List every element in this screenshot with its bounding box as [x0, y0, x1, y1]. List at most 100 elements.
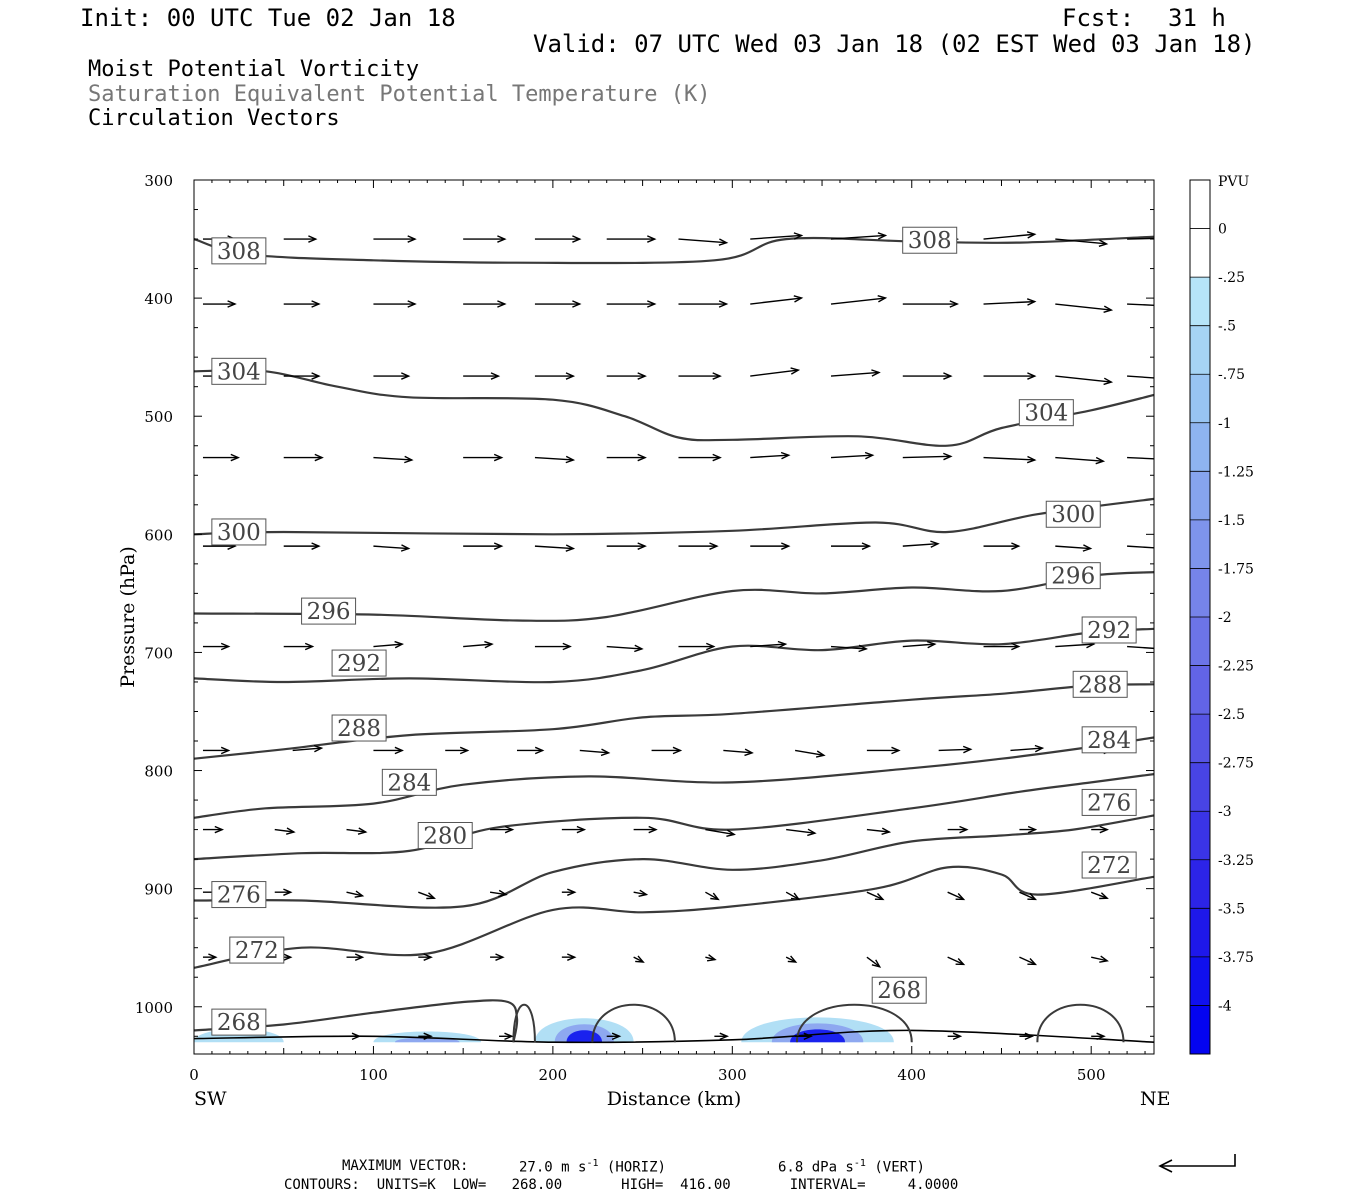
circulation-vector — [373, 372, 411, 380]
vector-head — [955, 893, 966, 901]
max-vertical-vector: 6.8 dPa s-1 (VERT) — [778, 1158, 925, 1176]
vector-head — [718, 238, 729, 246]
vector-shaft — [1055, 375, 1112, 383]
vector-shaft — [866, 956, 881, 968]
colorbar-swatch — [1190, 422, 1210, 472]
sw-end-label: SW — [194, 1088, 227, 1110]
isentrope-label-text: 268 — [877, 978, 921, 1004]
circulation-vector — [373, 300, 417, 308]
circulation-vector — [947, 825, 969, 834]
vector-head — [955, 958, 966, 966]
mpv-shading-layer — [194, 1017, 894, 1043]
vector-head — [1172, 376, 1180, 382]
vector-head — [220, 746, 231, 755]
circulation-vector — [283, 642, 315, 651]
circulation-vector — [830, 644, 868, 653]
circulation-vector — [866, 746, 901, 755]
vector-head — [1155, 645, 1163, 651]
colorbar-tick-label: -4 — [1218, 998, 1232, 1014]
circulation-vector — [516, 746, 545, 755]
vector-head — [354, 890, 365, 898]
vector-head — [484, 640, 494, 649]
x-tick-label: 100 — [359, 1066, 388, 1084]
circulation-vector — [346, 890, 365, 898]
circulation-vector — [490, 953, 505, 961]
isentrope-label-text: 284 — [387, 770, 431, 796]
circulation-vector — [274, 827, 296, 835]
vector-head — [572, 235, 582, 243]
colorbar-tick-label: -.75 — [1218, 367, 1245, 383]
field-title-theta-es: Saturation Equivalent Potential Temperat… — [88, 82, 711, 107]
circulation-vector — [785, 891, 801, 901]
vector-shaft — [705, 891, 719, 901]
circulation-vector — [418, 891, 436, 900]
vector-shaft — [947, 956, 964, 965]
vector-shaft — [795, 749, 825, 756]
vector-head — [1026, 455, 1037, 464]
vector-head — [647, 235, 657, 243]
vector-head — [781, 542, 791, 550]
isentrope-268 — [194, 999, 519, 1043]
vector-head — [490, 372, 501, 380]
y-tick-label: 500 — [144, 408, 173, 426]
circulation-vector — [346, 1032, 362, 1041]
vector-shaft — [463, 643, 493, 648]
y-tick-label: 900 — [144, 881, 173, 899]
isentrope-label-text: 276 — [217, 883, 261, 909]
circulation-vector — [651, 746, 683, 755]
isentrope-label-box — [1081, 616, 1137, 644]
isentrope-284 — [194, 736, 1154, 819]
vector-shaft — [579, 749, 609, 754]
vector-head — [790, 892, 801, 901]
vector-head — [572, 300, 582, 308]
vector-head — [877, 232, 888, 240]
y-tick-label: 400 — [144, 290, 173, 308]
vector-head — [498, 889, 508, 898]
vector-head — [407, 235, 417, 243]
vector-head — [227, 300, 237, 308]
circulation-vector — [786, 828, 817, 837]
colorbar-tick-label: -2.75 — [1218, 756, 1254, 772]
isentrope-268-cell — [512, 1003, 536, 1043]
isentrope-label: 268 — [871, 976, 927, 1004]
vector-head — [1011, 642, 1021, 651]
isentrope-label-box — [1045, 562, 1101, 590]
circulation-vector — [633, 825, 658, 834]
vector-shaft — [902, 455, 951, 459]
circulation-vector — [866, 891, 885, 901]
vector-shaft — [983, 456, 1035, 461]
isentrope-label-text: 272 — [1087, 853, 1131, 879]
circulation-vector — [830, 295, 888, 305]
vector-head — [311, 300, 321, 308]
vector-head — [672, 746, 683, 755]
vector-head — [726, 829, 736, 837]
vector-head — [394, 746, 404, 755]
isentrope-label: 292 — [331, 649, 387, 677]
vector-head — [357, 827, 368, 835]
circulation-vector — [705, 891, 720, 901]
isentrope-296 — [194, 571, 1154, 622]
vector-head — [780, 451, 791, 460]
circulation-vector — [373, 746, 404, 755]
circulation-vector — [534, 372, 576, 380]
circulation-vector — [274, 888, 293, 896]
vector-head — [1011, 542, 1021, 550]
circulation-vector — [830, 369, 881, 377]
vector-head — [638, 889, 649, 897]
isentrope-label: 300 — [1045, 500, 1101, 528]
circulation-vector — [292, 744, 324, 753]
isentrope-label: 284 — [1081, 726, 1137, 754]
circulation-vector — [1090, 891, 1109, 900]
vector-head — [891, 746, 901, 755]
vector-head — [404, 455, 414, 464]
colorbar-tick-label: -1.75 — [1218, 561, 1254, 577]
circulation-vector — [1127, 375, 1180, 382]
vector-shaft — [938, 748, 971, 752]
isentrope-label-box — [301, 597, 357, 625]
circulation-vector — [947, 1032, 963, 1041]
vector-shaft — [785, 891, 800, 901]
isentrope-label: 272 — [1081, 851, 1137, 879]
circulation-vector — [714, 1032, 730, 1041]
circulation-vector — [633, 889, 649, 897]
x-tick-label: 300 — [718, 1066, 747, 1084]
